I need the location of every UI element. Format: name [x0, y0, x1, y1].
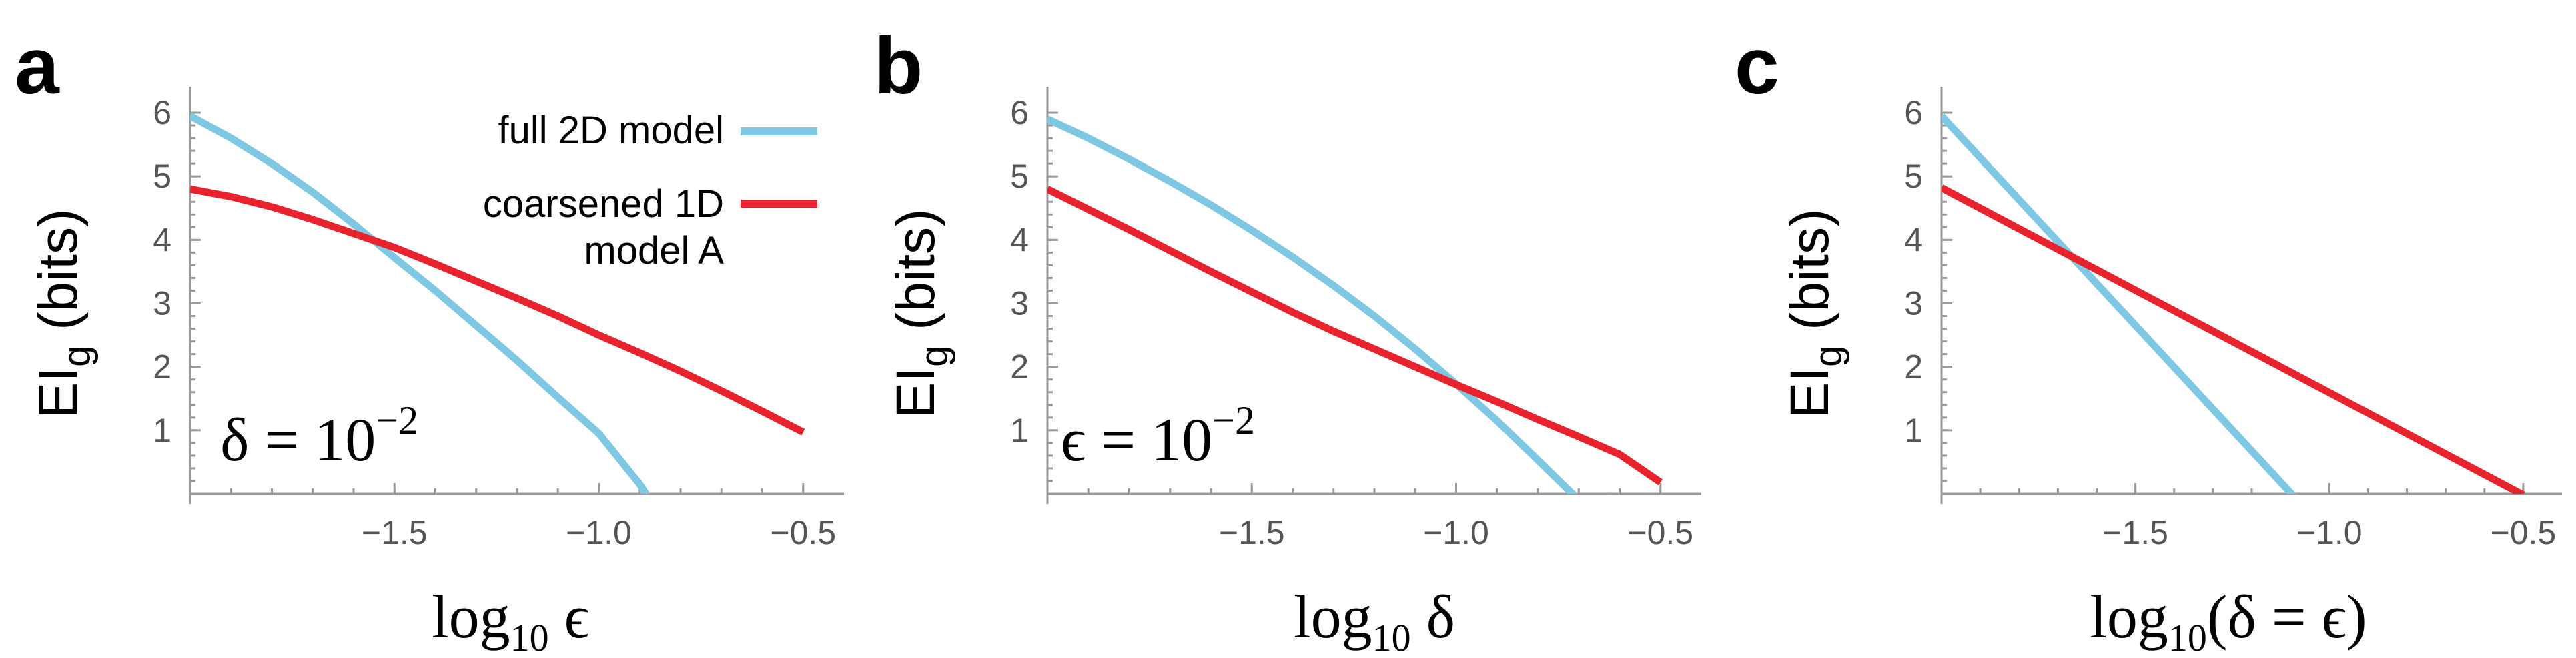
- x-axis-label-a: log10 ϵ: [432, 583, 589, 658]
- y-tick-label: 1: [1010, 412, 1029, 449]
- y-tick-label: 6: [1904, 94, 1923, 131]
- panel-b: b EIg (bits) log10 δ ϵ = 10−2 −1.5 −1.0 −0…: [874, 21, 1701, 658]
- series-line-coarsened-1d-model-a: [1047, 186, 1663, 486]
- series-line-full-2d-model: [1047, 115, 1611, 494]
- panel-letter-c: c: [1735, 21, 1779, 111]
- x-tick-label: −0.5: [1627, 514, 1693, 551]
- x-tick-label: −1.0: [566, 514, 632, 551]
- y-tick-label: 2: [1010, 348, 1029, 386]
- y-tick-label: 1: [153, 412, 171, 449]
- panel-letter-a: a: [15, 21, 60, 111]
- panel-letter-b: b: [874, 21, 923, 111]
- y-tick-label: 3: [153, 285, 171, 322]
- panel-c: c EIg (bits) log10(δ = ϵ) −1.5 −1.0 −0.5 1 2…: [1735, 21, 2562, 658]
- y-tick-label: 5: [1010, 157, 1029, 195]
- y-axis-label-c: EIg (bits): [1779, 209, 1850, 419]
- x-tick-label: −0.5: [770, 514, 836, 551]
- x-tick-label: −1.0: [2296, 514, 2363, 551]
- series-line-coarsened-1d-model-a: [190, 185, 805, 436]
- y-tick-label: 3: [1010, 285, 1029, 322]
- legend-entry-full-2d: full 2D model: [498, 109, 724, 152]
- y-tick-label: 1: [1904, 412, 1923, 449]
- y-tick-label: 6: [153, 94, 171, 131]
- x-tick-label: −0.5: [2491, 514, 2557, 551]
- x-axis-label-b: log10 δ: [1294, 583, 1455, 658]
- y-tick-label: 2: [1904, 348, 1923, 386]
- y-tick-label: 3: [1904, 285, 1923, 322]
- annotation-a: δ = 10−2: [220, 398, 418, 474]
- x-tick-label: −1.5: [362, 514, 428, 551]
- y-tick-label: 4: [1010, 221, 1029, 258]
- legend-entry-coarsened-line1: coarsened 1D: [483, 182, 724, 226]
- series-line-full-2d-model: [190, 112, 651, 494]
- x-axis-label-c: log10(δ = ϵ): [2090, 583, 2367, 658]
- y-axis-label-a: EIg (bits): [28, 209, 99, 419]
- x-tick-label: −1.5: [2102, 514, 2168, 551]
- y-tick-label: 6: [1010, 94, 1029, 131]
- y-axis-label-b: EIg (bits): [885, 209, 956, 419]
- legend-entry-coarsened-line2: model A: [584, 229, 724, 272]
- panel-a: a EIg (bits) log10 ϵ δ = 10−2 full 2D mo…: [15, 21, 844, 658]
- y-tick-label: 2: [153, 348, 171, 386]
- y-tick-label: 5: [153, 157, 171, 195]
- x-tick-label: −1.5: [1219, 514, 1285, 551]
- annotation-b: ϵ = 10−2: [1061, 398, 1255, 474]
- y-tick-label: 4: [153, 221, 171, 258]
- y-tick-label: 4: [1904, 221, 1923, 258]
- legend: full 2D model coarsened 1D model A: [483, 109, 817, 272]
- series-line-full-2d-model: [1942, 113, 2296, 494]
- series-line-coarsened-1d-model-a: [1942, 184, 2525, 494]
- x-tick-label: −1.0: [1423, 514, 1489, 551]
- y-tick-label: 5: [1904, 157, 1923, 195]
